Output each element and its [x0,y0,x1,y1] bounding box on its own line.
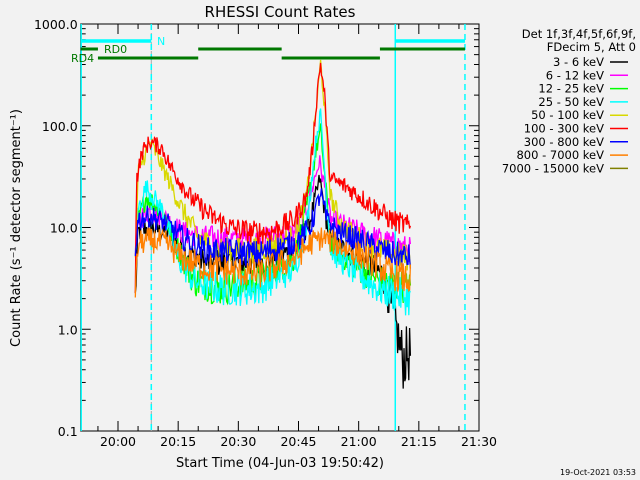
legend-header-2: FDecim 5, Att 0 [547,40,636,54]
legend-label: 800 - 7000 keV [516,148,604,162]
cyan-bar-label: N [157,35,165,48]
series-line-5 [134,62,412,294]
legend-label: 6 - 12 keV [546,68,604,82]
y-tick-label: 1000.0 [34,17,78,32]
legend-header-1: Det 1f,3f,4f,5f,6f,9f, [522,27,636,41]
rd0-label: RD0 [104,43,127,56]
series-line-3 [134,108,411,316]
legend-label: 300 - 800 keV [524,135,604,149]
rd4-label: RD4 [71,52,94,65]
y-tick-label: 100.0 [42,119,78,134]
legend-label: 7000 - 15000 keV [502,161,604,175]
legend-label: 3 - 6 keV [553,55,604,69]
chart-title: RHESSI Count Rates [205,3,356,21]
y-tick-label: 1.0 [58,322,78,337]
y-axis-label: Count Rate (s⁻¹ detector segment⁻¹) [9,109,24,347]
series-line-6 [134,188,412,269]
series-line-7 [134,226,412,298]
x-tick-label: 20:30 [220,434,256,449]
y-tick-label: 0.1 [58,424,78,439]
legend-label: 50 - 100 keV [531,108,604,122]
x-tick-label: 21:00 [341,434,377,449]
x-tick-label: 20:45 [280,434,316,449]
footer-timestamp: 19-Oct-2021 03:53 [560,468,636,477]
x-axis-label: Start Time (04-Jun-03 19:50:42) [176,456,384,471]
legend-label: 100 - 300 keV [524,122,604,136]
x-tick-label: 20:15 [160,434,196,449]
series-line-1 [134,155,412,263]
y-tick-label: 10.0 [50,221,78,236]
x-tick-label: 21:30 [461,434,497,449]
legend-label: 25 - 50 keV [538,95,604,109]
legend-label: 12 - 25 keV [538,82,604,96]
x-tick-label: 20:00 [100,434,136,449]
x-tick-label: 21:15 [401,434,437,449]
